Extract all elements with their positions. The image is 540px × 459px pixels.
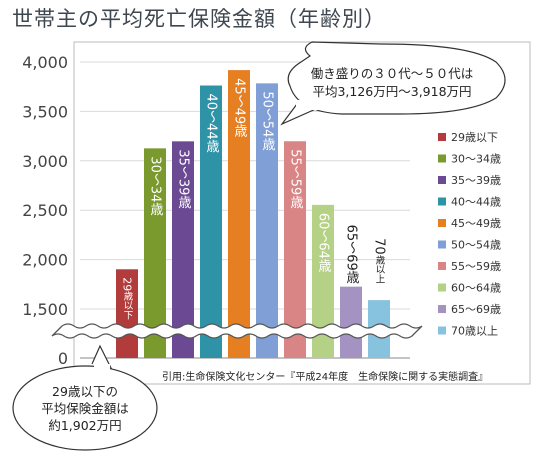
bar-label: 29 歳以下 xyxy=(121,277,134,320)
legend-swatch xyxy=(438,154,446,163)
legend-label: 35～39歳 xyxy=(451,174,501,187)
legend-swatch xyxy=(438,219,446,227)
y-tick-label: 2,500 xyxy=(22,201,68,220)
bar xyxy=(312,204,334,358)
bar-label: 30～34歳 xyxy=(148,156,164,216)
axis-break-mark xyxy=(51,323,423,339)
callout-bottom-line1: 29歳以下の xyxy=(52,384,118,399)
y-tick-label: 2,000 xyxy=(22,251,68,270)
callout-top-line1: 働き盛りの３０代～５０代は xyxy=(311,66,474,81)
bar-label: 40～44歳 xyxy=(204,94,220,154)
bar xyxy=(200,85,222,358)
bar-label-main: 55～59歳 xyxy=(288,149,304,209)
legend-label: 50～54歳 xyxy=(451,239,501,252)
legend-label: 40～44歳 xyxy=(451,196,501,209)
bar-label-main: 30～34歳 xyxy=(148,156,164,216)
callout-bottom-line2: 平均保険金額は xyxy=(41,401,129,416)
bar-label-suffix: 歳以上 xyxy=(374,254,386,283)
y-tick-label: 3,000 xyxy=(22,152,68,171)
bar-label: 35～39歳 xyxy=(176,149,192,209)
bar-label: 65～69歳 xyxy=(344,225,360,285)
bar-labels: 29 歳以下 30～34歳 35～39歳 40～44歳 45～49歳 50～54歳 55～59… xyxy=(121,78,387,321)
callout-bottom: 29歳以下の 平均保険金額は 約1,902万円 xyxy=(12,344,158,451)
legend-swatch xyxy=(438,176,446,184)
bars xyxy=(116,70,390,359)
bar-label: 70 歳以上 xyxy=(372,238,387,283)
bar-label-suffix: 歳以下 xyxy=(122,291,134,321)
y-tick-label: 4,000 xyxy=(22,53,68,72)
bar xyxy=(256,83,278,359)
y-axis-ticks: 4,000 3,500 3,000 2,500 2,000 1,500 0 xyxy=(22,53,68,368)
callout-bottom-line3: 約1,902万円 xyxy=(48,418,121,433)
bar-label-main: 60～64歳 xyxy=(316,213,332,273)
legend-swatch xyxy=(438,133,446,141)
legend-label: 30～34歳 xyxy=(451,153,501,166)
callout-top-line2: 平均3,126万円～3,918万円 xyxy=(312,84,471,99)
bar xyxy=(228,70,250,359)
bar-label-main: 70 xyxy=(372,238,387,255)
bar-label-main: 65～69歳 xyxy=(344,225,360,285)
legend-swatch xyxy=(438,305,446,313)
bar-label: 60～64歳 xyxy=(316,213,332,273)
legend-label: 65～69歳 xyxy=(451,303,501,316)
bar-label-main: 50～54歳 xyxy=(260,91,276,151)
bar xyxy=(144,148,166,358)
bar xyxy=(284,141,306,358)
legend: 29歳以下 30～34歳 35～39歳 40～44歳 45～49歳 50～54歳 55～59… xyxy=(438,131,501,338)
bar-label: 45～49歳 xyxy=(232,78,248,138)
legend-swatch xyxy=(438,240,446,249)
bar-label: 55～59歳 xyxy=(288,149,304,209)
legend-swatch xyxy=(438,262,446,270)
legend-swatch xyxy=(438,197,446,206)
bar-label-main: 35～39歳 xyxy=(176,149,192,209)
bar-label-main: 40～44歳 xyxy=(204,94,220,154)
bar xyxy=(340,286,362,358)
legend-label: 29歳以下 xyxy=(451,131,498,144)
y-tick-label: 1,500 xyxy=(22,300,68,319)
y-tick-label: 3,500 xyxy=(22,102,68,121)
bar-label-main: 45～49歳 xyxy=(232,78,248,138)
legend-label: 60～64歳 xyxy=(451,282,501,295)
callout-top: 働き盛りの３０代～５０代は 平均3,126万円～3,918万円 xyxy=(280,41,506,126)
source-note: 引用:生命保険文化センター『平成24年度 生命保険に関する実態調査』 xyxy=(162,370,488,383)
legend-label: 45～49歳 xyxy=(451,217,501,230)
bar xyxy=(172,141,194,358)
legend-label: 70歳以上 xyxy=(451,325,498,338)
legend-swatch xyxy=(438,326,446,335)
legend-label: 55～59歳 xyxy=(451,260,501,273)
bar-label: 50～54歳 xyxy=(260,91,276,151)
bar-label-main: 29 xyxy=(121,277,134,291)
page-title: 世帯主の平均死亡保険金額（年齢別） xyxy=(12,7,386,31)
legend-swatch xyxy=(438,283,446,292)
y-tick-label: 0 xyxy=(58,349,68,368)
